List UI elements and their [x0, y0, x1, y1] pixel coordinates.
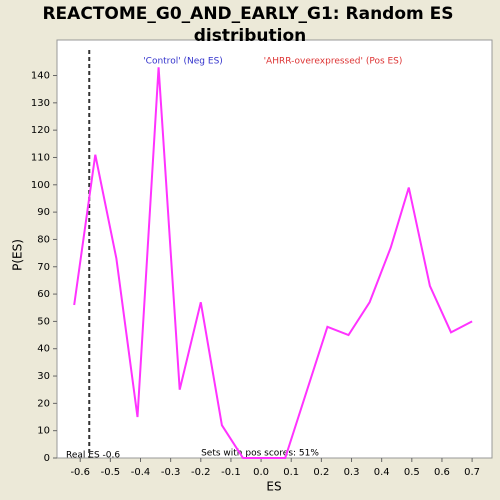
x-tick-label: 0.6: [434, 467, 450, 478]
y-tick-label: 0: [44, 453, 50, 464]
y-tick-label: 100: [31, 180, 50, 191]
y-tick-label: 130: [31, 98, 50, 109]
y-tick-label: 50: [37, 316, 50, 327]
x-tick-label: -0.5: [101, 467, 121, 478]
y-tick-label: 80: [37, 234, 50, 245]
y-tick-label: 30: [37, 371, 50, 382]
y-tick-label: 110: [31, 152, 50, 163]
y-axis-label: P(ES): [11, 239, 25, 271]
x-tick-label: 0.4: [374, 467, 390, 478]
y-tick-label: 120: [31, 125, 50, 136]
pos-scores-label: Sets with pos scores: 51%: [201, 449, 319, 459]
y-tick-label: 60: [37, 289, 50, 300]
legend-neg: 'Control' (Neg ES): [143, 57, 223, 67]
x-tick-label: 0.0: [253, 467, 269, 478]
chart-title: distribution: [194, 26, 306, 46]
y-tick-label: 90: [37, 207, 50, 218]
x-tick-label: -0.2: [191, 467, 211, 478]
x-tick-label: 0.1: [283, 467, 299, 478]
y-tick-label: 140: [31, 71, 50, 82]
series-line: [73, 67, 473, 459]
y-tick-label: 40: [37, 344, 50, 355]
x-axis-label: ES: [266, 480, 281, 494]
real-es-label: Real ES -0.6: [66, 451, 120, 461]
x-tick-label: 0.7: [464, 467, 480, 478]
x-tick-label: -0.1: [221, 467, 241, 478]
plot-area: [56, 39, 493, 459]
x-tick-label: 0.5: [404, 467, 420, 478]
chart-title: REACTOME_G0_AND_EARLY_G1: Random ES: [42, 4, 453, 24]
x-tick-label: -0.6: [70, 467, 90, 478]
x-tick-label: -0.4: [131, 467, 151, 478]
x-tick-label: -0.3: [161, 467, 181, 478]
y-tick-label: 10: [37, 426, 50, 437]
y-tick-label: 20: [37, 398, 50, 409]
y-tick-label: 70: [37, 262, 50, 273]
x-tick-label: 0.2: [313, 467, 329, 478]
x-tick-label: 0.3: [344, 467, 360, 478]
legend-pos: 'AHRR-overexpressed' (Pos ES): [264, 57, 403, 67]
